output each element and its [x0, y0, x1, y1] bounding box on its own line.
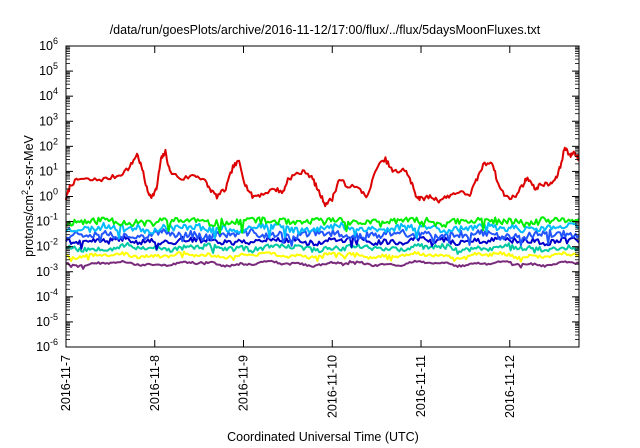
- y-tick-label: 10-2: [36, 237, 58, 254]
- y-tick-base: 10: [39, 139, 53, 153]
- y-tick-base: 10: [39, 190, 53, 204]
- y-tick-label: 106: [39, 36, 58, 53]
- y-axis-label: protons/cm2-s-sr-MeV: [20, 134, 36, 256]
- y-tick-base: 10: [36, 265, 50, 279]
- y-tick-exp: 4: [53, 86, 58, 96]
- series-line: [65, 221, 580, 240]
- y-tick-base: 10: [36, 290, 50, 304]
- y-tick-label: 10-6: [36, 337, 58, 354]
- y-tick-exp: -5: [50, 312, 58, 322]
- x-tick-label: 2016-11-8: [148, 355, 162, 411]
- y-tick-exp: 1: [53, 161, 58, 171]
- x-tick-label: 2016-11-11: [414, 355, 428, 417]
- series-line: [65, 241, 580, 255]
- y-tick-label: 10-3: [36, 262, 58, 279]
- y-tick-label: 10-4: [36, 287, 58, 304]
- y-tick-exp: -4: [50, 287, 58, 297]
- y-tick-base: 10: [36, 215, 50, 229]
- series-line: [65, 259, 580, 270]
- y-tick-base: 10: [39, 114, 53, 128]
- x-tick-label: 2016-11-12: [503, 355, 517, 418]
- y-tick-label: 10-1: [36, 212, 58, 229]
- y-axis: 10-610-510-410-310-210-11001011021031041…: [36, 36, 579, 354]
- y-axis-label-suffix: -s-sr-MeV: [22, 134, 36, 190]
- x-axis: 2016-11-7 2016-11-8 2016-11-9 2016-11-10 201…: [59, 46, 517, 418]
- y-tick-label: 101: [39, 161, 58, 178]
- y-tick-label: 105: [39, 61, 58, 78]
- y-tick-base: 10: [39, 64, 53, 78]
- series-line: [65, 228, 580, 247]
- y-tick-exp: 3: [53, 111, 58, 121]
- y-tick-base: 10: [36, 240, 50, 254]
- y-axis-label-prefix: protons/cm: [22, 195, 36, 257]
- series-line: [65, 235, 580, 251]
- y-tick-base: 10: [36, 340, 50, 354]
- x-tick-label: 2016-11-10: [325, 355, 339, 418]
- y-tick-label: 102: [39, 136, 58, 153]
- series-line: [65, 216, 580, 235]
- y-tick-base: 10: [36, 315, 50, 329]
- y-tick-label: 103: [39, 111, 58, 128]
- y-tick-exp: -1: [50, 212, 58, 222]
- y-tick-base: 10: [39, 89, 53, 103]
- x-tick-label: 2016-11-9: [237, 355, 251, 411]
- y-tick-exp: -2: [50, 237, 58, 247]
- y-axis-label-sup: 2: [20, 190, 30, 195]
- y-tick-exp: -6: [50, 337, 58, 347]
- x-axis-label: Coordinated Universal Time (UTC): [227, 430, 419, 444]
- y-tick-base: 10: [39, 39, 53, 53]
- x-tick-label: 2016-11-7: [59, 355, 73, 411]
- y-tick-label: 104: [39, 86, 58, 103]
- y-tick-exp: 2: [53, 136, 58, 146]
- y-tick-exp: 5: [53, 61, 58, 71]
- series-line: [65, 250, 580, 263]
- y-tick-base: 10: [39, 164, 53, 178]
- series-line: [65, 146, 580, 208]
- y-tick-label: 100: [39, 187, 58, 204]
- y-tick-exp: 0: [53, 187, 58, 197]
- y-tick-exp: -3: [50, 262, 58, 272]
- plot-area: [65, 146, 580, 270]
- chart-title: /data/run/goesPlots/archive/2016-11-12/1…: [110, 23, 541, 37]
- y-tick-label: 10-5: [36, 312, 58, 329]
- y-tick-exp: 6: [53, 36, 58, 46]
